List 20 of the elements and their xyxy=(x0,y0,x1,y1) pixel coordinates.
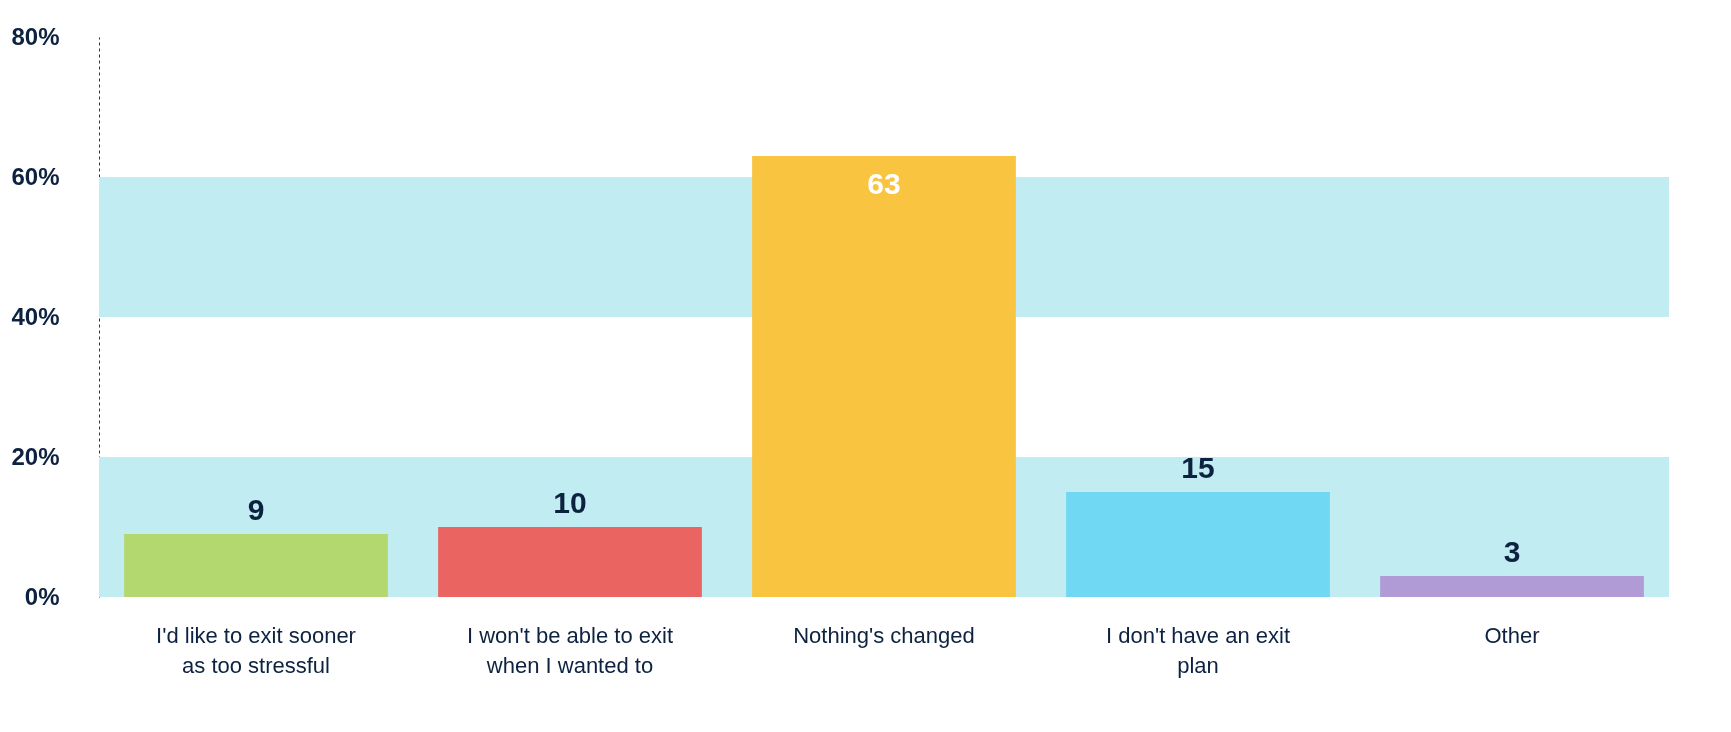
bar xyxy=(438,527,702,597)
y-tick-label: 80% xyxy=(11,22,60,50)
y-tick-label: 20% xyxy=(11,442,60,470)
data-label: 9 xyxy=(247,493,265,526)
bar xyxy=(752,156,1016,597)
data-label: 3 xyxy=(1503,535,1521,568)
x-tick-label: Nothing's changed xyxy=(793,622,975,648)
bar xyxy=(1380,576,1644,597)
x-tick-label: I don't have an exit plan xyxy=(1106,622,1290,678)
bar xyxy=(124,534,388,597)
bar xyxy=(1066,492,1330,597)
y-tick-label: 40% xyxy=(11,302,60,330)
y-tick-label: 60% xyxy=(11,162,60,190)
x-tick-label: I won't be able to exit when I wanted to xyxy=(467,622,673,678)
x-tick-label: Other xyxy=(1484,622,1540,648)
y-tick-label: 0% xyxy=(24,582,60,610)
data-label: 10 xyxy=(553,486,587,519)
x-tick-label: I'd like to exit sooner as too stressful xyxy=(156,622,356,678)
data-label: 15 xyxy=(1181,451,1215,484)
data-label: 63 xyxy=(867,167,901,200)
